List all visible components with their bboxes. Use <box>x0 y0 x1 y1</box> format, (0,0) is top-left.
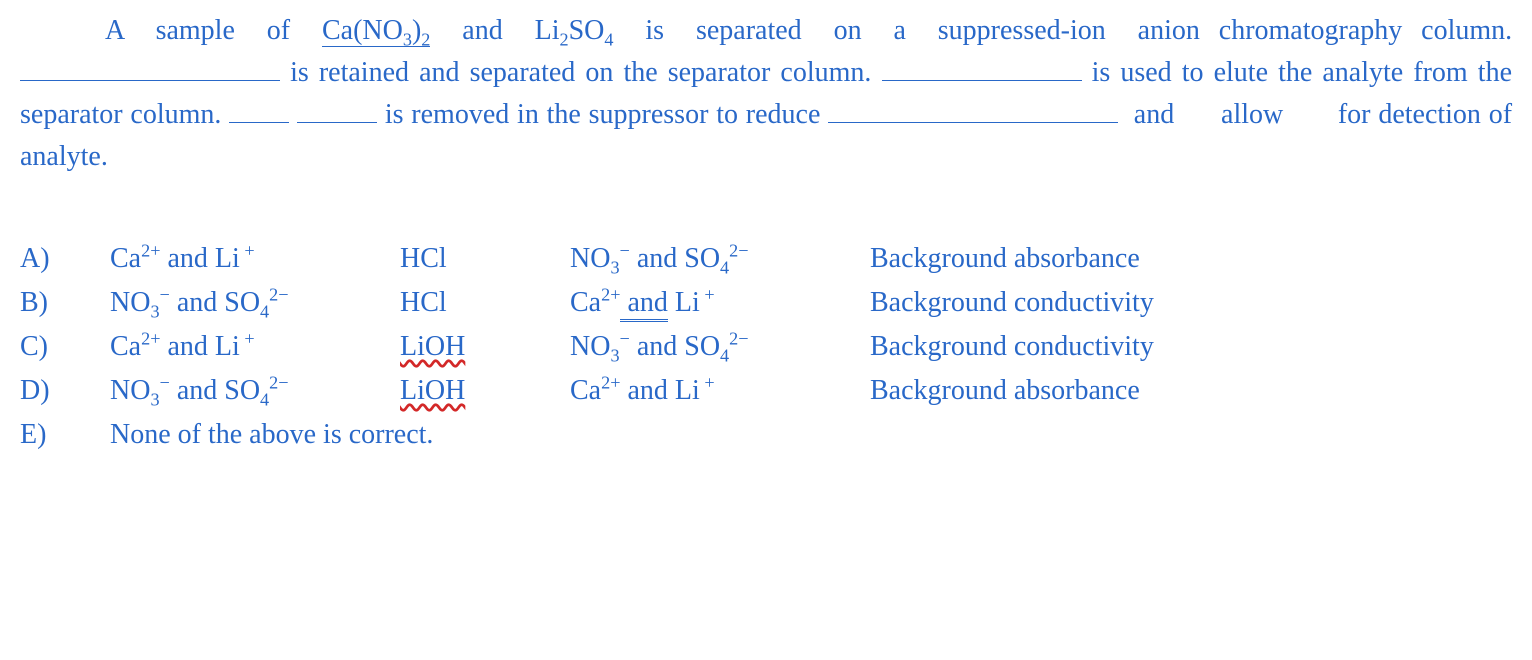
blank-2 <box>882 80 1082 81</box>
option-d-col4: Background absorbance <box>870 370 1512 412</box>
q-text: chromatography column. <box>1219 15 1512 46</box>
formula-ca-no3-2: Ca(NO3)2 <box>322 15 430 47</box>
option-label-d: D) <box>20 370 110 412</box>
option-b-col1: NO3− and SO42− <box>110 282 400 324</box>
q-word: for <box>1338 99 1371 130</box>
q-word: of <box>267 15 290 46</box>
option-a-col4: Background absorbance <box>870 238 1512 280</box>
option-a-col3: NO3− and SO42− <box>570 238 870 280</box>
option-b-col4: Background conductivity <box>870 282 1512 324</box>
option-d-col2: LiOH <box>400 370 570 412</box>
option-a-col1: Ca2+ and Li + <box>110 238 400 280</box>
option-e-text: None of the above is correct. <box>110 414 1512 456</box>
q-word: suppressed-ion <box>938 15 1106 46</box>
option-label-c: C) <box>20 326 110 368</box>
option-d-col1: NO3− and SO42− <box>110 370 400 412</box>
formula-li2so4: Li2SO4 <box>535 15 614 46</box>
q-word: separated <box>696 15 802 46</box>
option-c-col4: Background conductivity <box>870 326 1512 368</box>
q-word: sample <box>156 15 235 46</box>
q-word: allow <box>1221 99 1283 130</box>
blank-3b <box>297 122 377 123</box>
q-text: column. <box>780 57 881 88</box>
blank-3a <box>229 122 289 123</box>
option-b-col2: HCl <box>400 282 570 324</box>
option-label-b: B) <box>20 282 110 324</box>
option-label-e: E) <box>20 414 110 456</box>
option-a-col2: HCl <box>400 238 570 280</box>
q-word: a <box>893 15 905 46</box>
q-word: and <box>462 15 502 46</box>
option-c-col3: NO3− and SO42− <box>570 326 870 368</box>
q-word: A <box>105 15 124 46</box>
option-c-col1: Ca2+ and Li + <box>110 326 400 368</box>
option-c-col2: LiOH <box>400 326 570 368</box>
q-text: is retained and separated on the separat… <box>280 57 770 88</box>
q-word: and <box>1134 99 1174 130</box>
blank-1 <box>20 80 280 81</box>
option-d-col3: Ca2+ and Li + <box>570 370 870 412</box>
options-grid: A) Ca2+ and Li + HCl NO3− and SO42− Back… <box>20 238 1512 456</box>
question-paragraph: A sample of Ca(NO3)2 and Li2SO4 is separ… <box>20 10 1512 178</box>
q-word: is <box>645 15 664 46</box>
blank-4 <box>828 122 1118 123</box>
q-word: on <box>834 15 862 46</box>
option-b-col3: Ca2+ and Li + <box>570 282 870 324</box>
option-label-a: A) <box>20 238 110 280</box>
q-word: anion <box>1138 15 1200 46</box>
q-text: is removed in the suppressor to reduce <box>377 99 828 130</box>
